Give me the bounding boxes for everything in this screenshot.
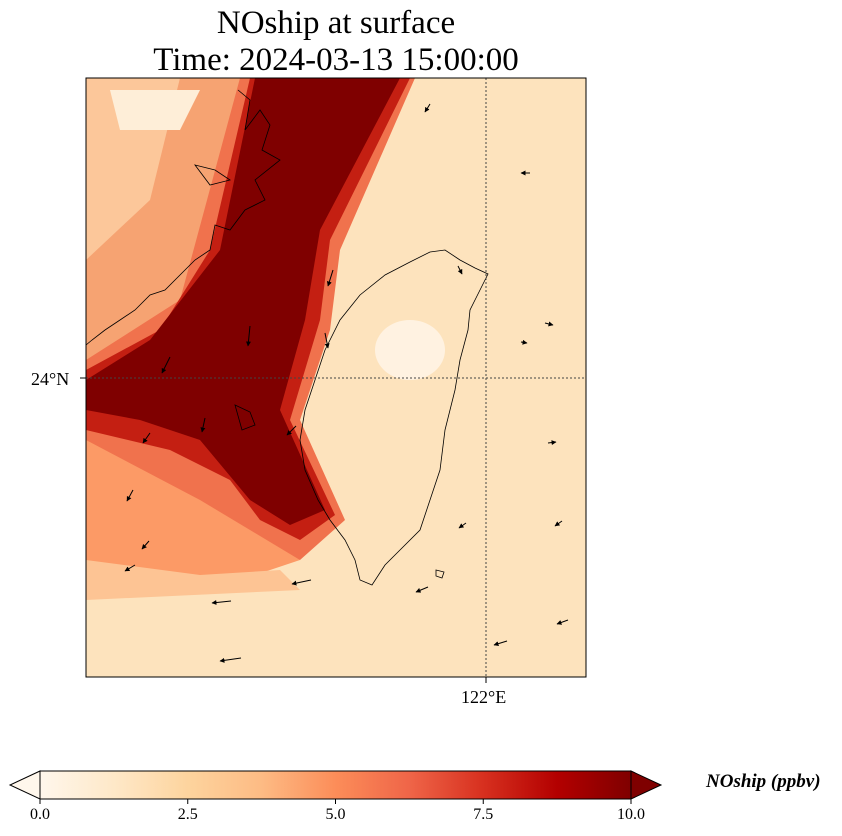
figure-title: NOship at surface xyxy=(216,5,456,41)
lon-tick-label: 122°E xyxy=(461,687,507,707)
wind-vectors xyxy=(124,103,569,663)
island-outline xyxy=(194,164,231,186)
figure-time: Time: 2024-03-13 15:00:00 xyxy=(153,42,519,78)
colorbar-label: NOship (ppbv) xyxy=(706,771,821,792)
colorbar-extend-max xyxy=(630,770,663,800)
colorbar-tick-label: 7.5 xyxy=(473,806,494,823)
colorbar-tick-label: 0.0 xyxy=(30,806,50,823)
island-outline xyxy=(234,404,256,431)
colorbar-tick-label: 5.0 xyxy=(325,806,346,823)
colorbar-tick-label: 2.5 xyxy=(177,806,198,823)
colorbar-extend-min xyxy=(8,770,41,800)
taiwan-coastline xyxy=(299,249,489,586)
colorbar xyxy=(8,770,663,804)
colorbar-bar xyxy=(39,770,632,800)
island-outline xyxy=(435,569,445,579)
lat-tick-label: 24°N xyxy=(31,369,70,389)
colorbar-tick-label: 10.0 xyxy=(617,806,645,823)
mainland-coastline xyxy=(85,89,281,346)
